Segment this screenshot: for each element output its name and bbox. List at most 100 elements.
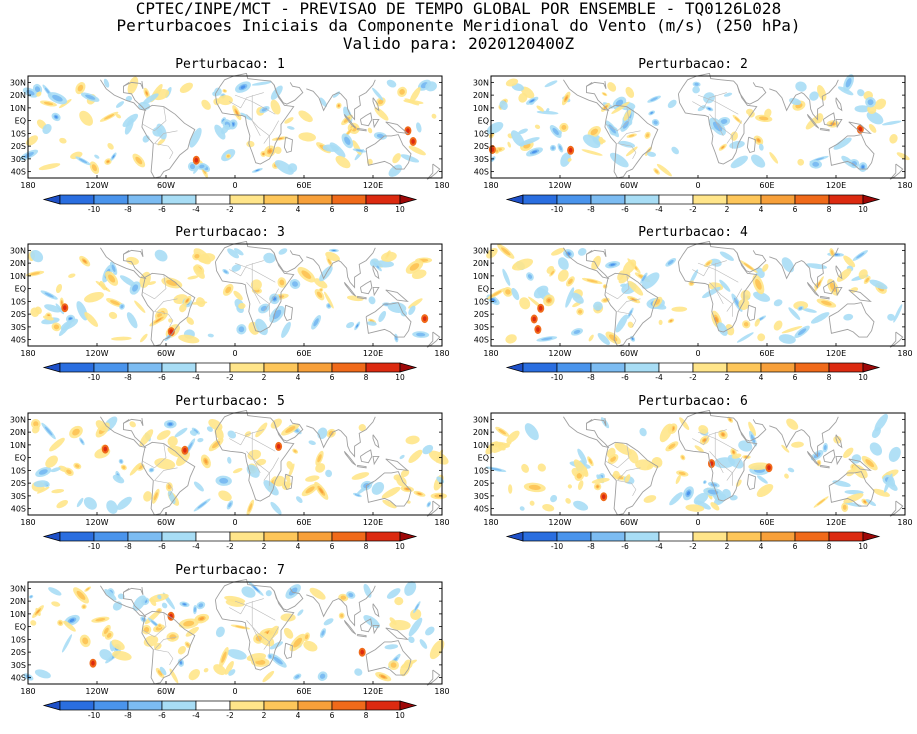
colorbar-tick-label: 10	[858, 373, 868, 382]
perturbation-panel-1: Perturbacao: 1 30N 20N 10N EQ 10S 20S 30S 40S 18…	[0, 58, 460, 228]
colorbar-segment	[624, 194, 660, 205]
lat-label: 10S	[11, 635, 26, 644]
lat-label: 20N	[473, 428, 489, 437]
lon-label: 180	[434, 687, 449, 696]
colorbar-tick-label: -10	[88, 373, 100, 382]
colorbar-max-extension	[399, 700, 418, 711]
colorbar-tick-label: -10	[88, 542, 100, 551]
colorbar-segment	[365, 531, 401, 542]
lon-label: 180	[434, 181, 449, 190]
colorbar-min-extension	[505, 531, 524, 542]
lat-label: EQ	[15, 454, 26, 463]
colorbar-tick-label: 6	[793, 205, 798, 214]
colorbar-segment	[828, 531, 864, 542]
lon-label: 180	[483, 518, 498, 527]
colorbar-tick-label: 2	[725, 205, 730, 214]
colorbar-segment	[760, 362, 796, 373]
lon-label: 120E	[363, 349, 383, 358]
lat-label: EQ	[478, 454, 489, 463]
colorbar-tick-label: 6	[793, 542, 798, 551]
lat-label: EQ	[15, 623, 26, 632]
colorbar-tick-label: -6	[621, 205, 629, 214]
lon-label: 180	[20, 518, 35, 527]
colorbar-tick-label: -2	[226, 373, 234, 382]
colorbar-max-extension	[399, 194, 418, 205]
country-borders	[142, 92, 279, 160]
perturbation-field	[19, 76, 437, 178]
figure-title: CPTEC/INPE/MCT - PREVISAO DE TEMPO GLOBA…	[135, 0, 782, 18]
lon-label: 120W	[548, 518, 571, 527]
perturbation-panel-2: Perturbacao: 2 30N 20N 10N EQ 10S 20S 30S 40S 18…	[463, 58, 917, 228]
colorbar-tick-label: 6	[330, 205, 335, 214]
lon-label: 60W	[157, 518, 175, 527]
lat-label: 30N	[473, 415, 489, 424]
colorbar-segment	[522, 194, 558, 205]
lat-label: 20S	[474, 142, 489, 151]
perturbation-field	[23, 581, 445, 684]
country-borders	[605, 260, 742, 328]
lon-label: 120W	[85, 518, 108, 527]
lat-label: 10N	[473, 272, 489, 281]
lon-label: 180	[434, 518, 449, 527]
map-plot: 30N 20N 10N EQ 10S 20S 30S 40S 180 120W 60W 0 60E 120…	[473, 241, 913, 358]
colorbar-segment	[828, 194, 864, 205]
map-plot: 30N 20N 10N EQ 10S 20S 30S 40S 180 120W 60W 0 60E 120…	[10, 410, 450, 527]
colorbar-segment	[263, 700, 299, 711]
lat-label: 20S	[11, 648, 26, 657]
colorbar-segment	[127, 531, 163, 542]
colorbar-tick-label: 10	[395, 711, 405, 720]
colorbar-max-extension	[399, 362, 418, 373]
colorbar-tick-label: 10	[858, 542, 868, 551]
lat-label: 30S	[11, 323, 26, 332]
colorbar-segment	[556, 531, 592, 542]
colorbar-segment	[195, 362, 231, 373]
colorbar-segment	[692, 531, 728, 542]
colorbar-segment	[726, 531, 762, 542]
colorbar-tick-label: -6	[158, 711, 166, 720]
lon-label: 0	[232, 349, 237, 358]
colorbar-tick-label: -10	[88, 711, 100, 720]
coastlines	[100, 410, 441, 517]
colorbar-tick-label: 10	[395, 542, 405, 551]
country-borders	[142, 598, 279, 666]
lon-label: 180	[897, 518, 912, 527]
colorbar-tick-label: -6	[158, 205, 166, 214]
lon-label: 60W	[157, 687, 175, 696]
lat-label: 10N	[473, 104, 489, 113]
lat-label: EQ	[478, 285, 489, 294]
lon-label: 0	[695, 181, 700, 190]
colorbar-segment	[726, 194, 762, 205]
colorbar-segment	[127, 700, 163, 711]
lon-label: 60E	[296, 349, 311, 358]
colorbar: -10 -8 -6 -4 -2 2 4 6 8 10	[42, 194, 418, 214]
lat-label: 20S	[11, 479, 26, 488]
colorbar-segment	[692, 362, 728, 373]
figure-subtitle: Perturbacoes Iniciais da Componente Meri…	[116, 16, 801, 35]
colorbar-tick-label: -8	[587, 542, 595, 551]
lat-label: 40S	[11, 336, 26, 345]
colorbar-tick-label: -2	[226, 205, 234, 214]
colorbar-tick-label: 2	[262, 711, 267, 720]
map-plot: 30N 20N 10N EQ 10S 20S 30S 40S 180 120W 60W 0 60E 120…	[10, 241, 450, 358]
lon-label: 120W	[548, 181, 571, 190]
colorbar-segment	[726, 362, 762, 373]
perturbation-panel-6: Perturbacao: 6 30N 20N 10N EQ 10S 20S 30S 40S 18…	[463, 395, 917, 565]
colorbar-tick-label: 8	[827, 373, 832, 382]
lon-label: 60W	[620, 518, 638, 527]
colorbar-tick-label: 10	[395, 373, 405, 382]
colorbar-segment	[794, 362, 830, 373]
colorbar-segment	[760, 531, 796, 542]
colorbar-segment	[59, 194, 95, 205]
colorbar-segment	[263, 531, 299, 542]
coastlines	[563, 410, 904, 517]
colorbar-tick-label: -2	[689, 205, 697, 214]
lon-label: 180	[483, 181, 498, 190]
colorbar-tick-label: 10	[858, 205, 868, 214]
lat-label: 10S	[474, 129, 489, 138]
colorbar-tick-label: 4	[759, 542, 764, 551]
colorbar-segment	[297, 700, 333, 711]
colorbar-segment	[93, 700, 129, 711]
colorbar-segment	[658, 362, 694, 373]
lat-label: 10S	[474, 297, 489, 306]
colorbar-tick-label: -8	[124, 542, 132, 551]
